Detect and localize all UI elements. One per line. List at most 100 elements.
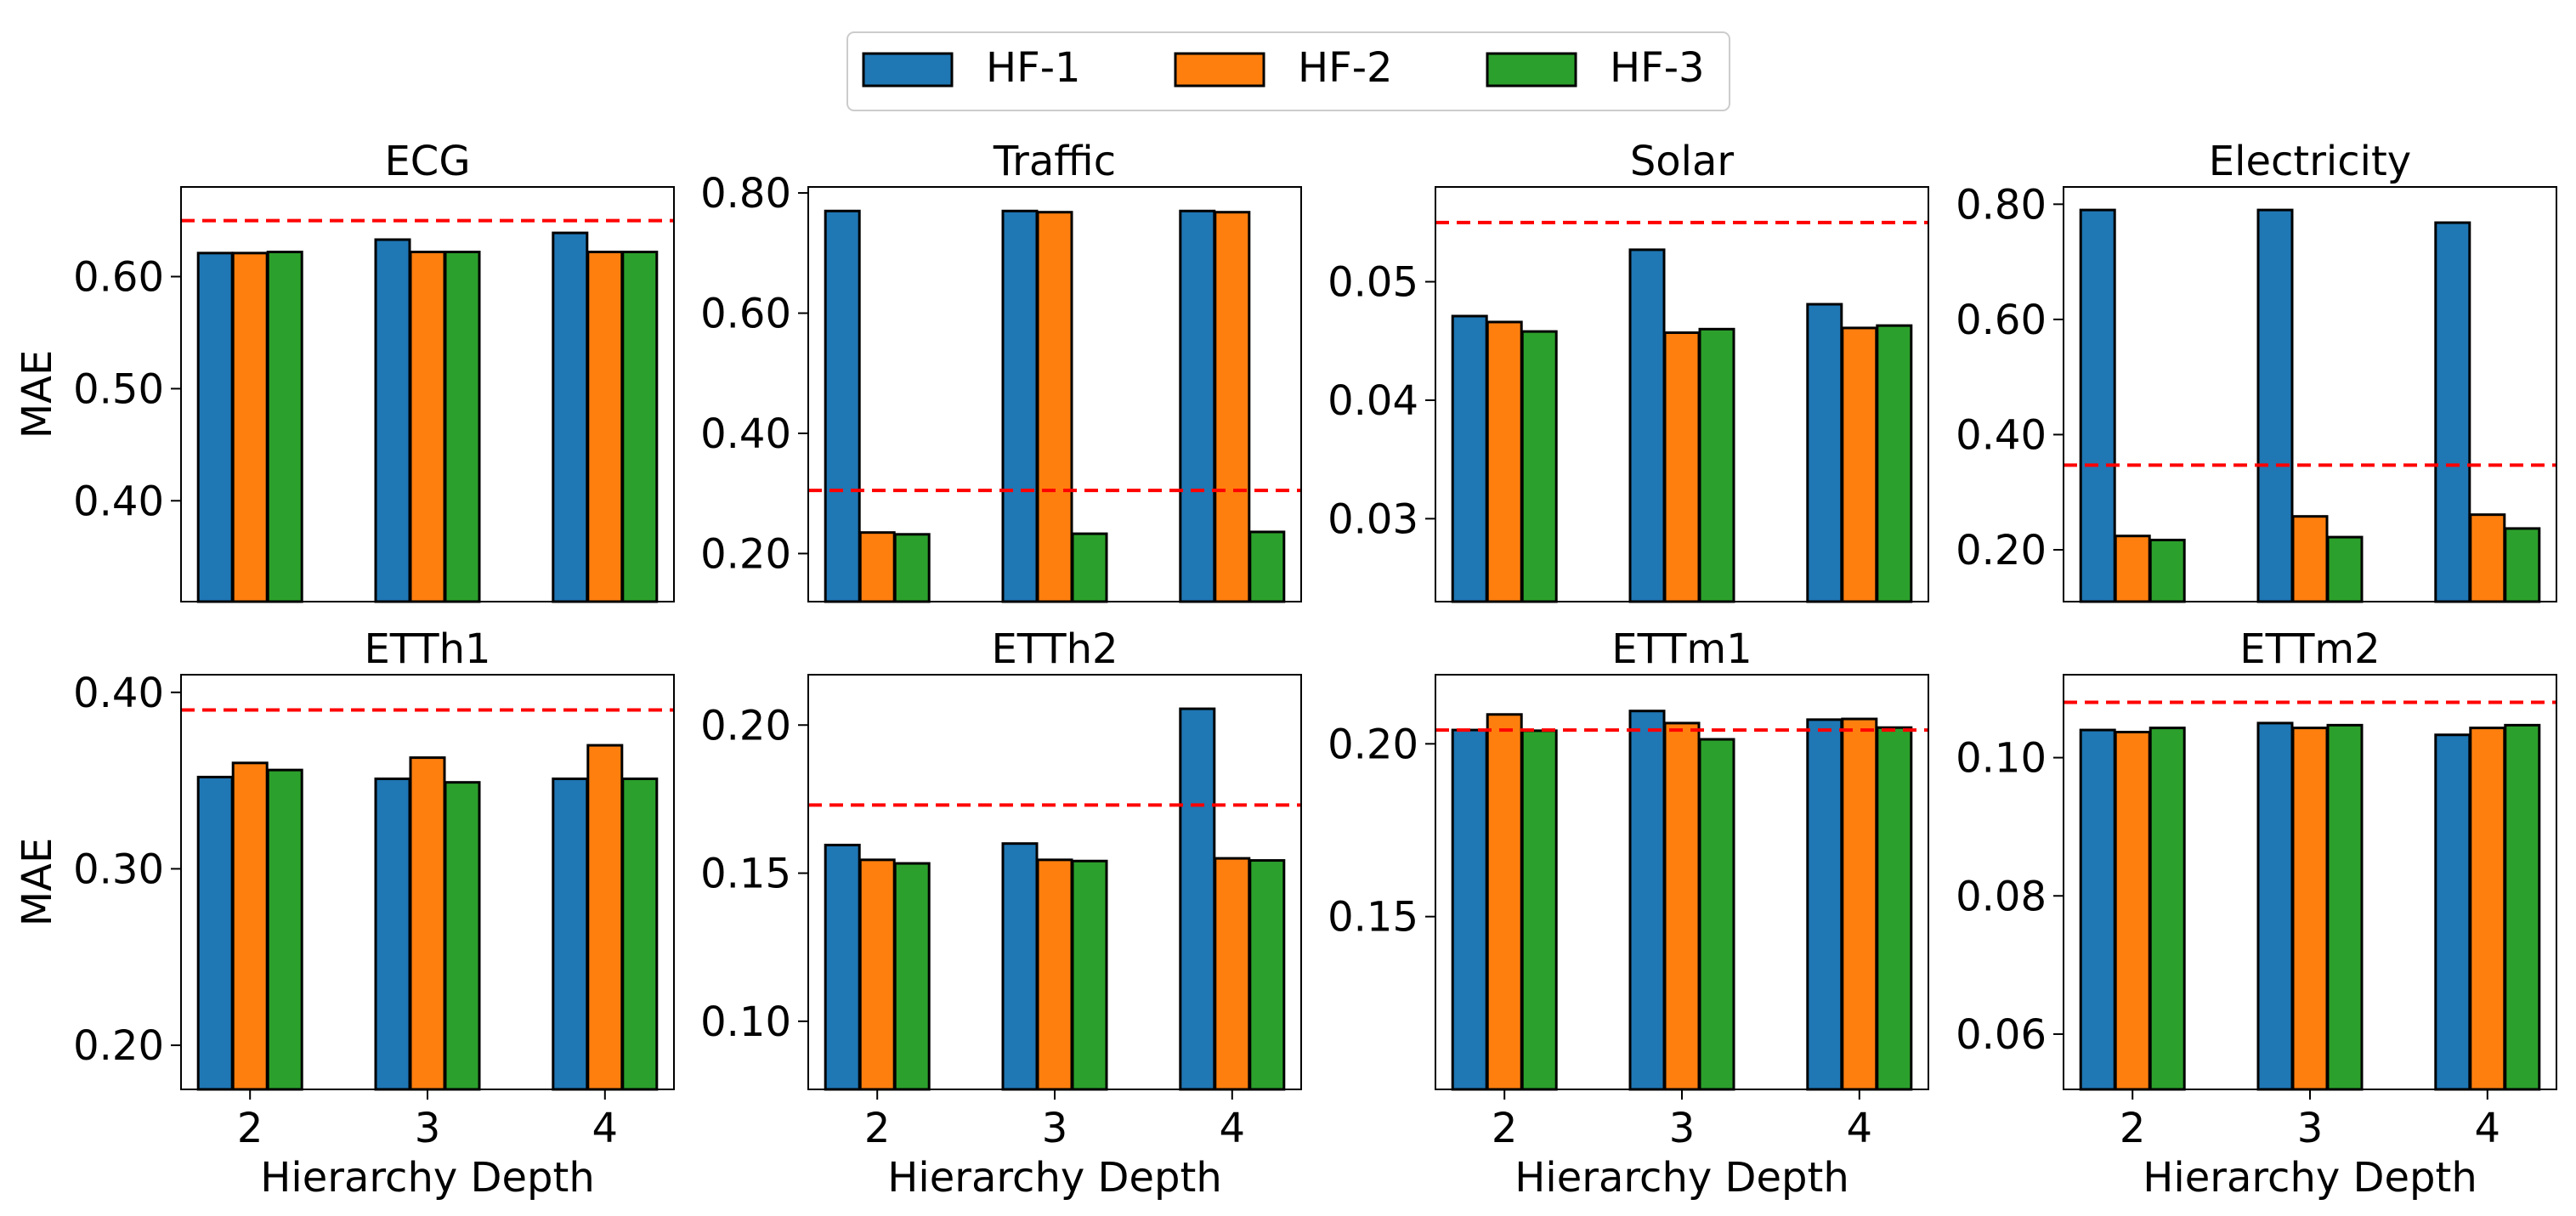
y-tick-label: 0.06 (1956, 1011, 2047, 1059)
bar-hf-3-depth-4 (1248, 530, 1286, 603)
bar-hf-3-depth-2 (1520, 330, 1558, 603)
bar-hf-3-depth-4 (1248, 859, 1286, 1091)
y-tick-label: 0.60 (73, 254, 164, 302)
x-tick-label: 2 (2120, 1105, 2146, 1152)
bar-hf-1-depth-4 (1179, 209, 1216, 603)
x-axis-label: Hierarchy Depth (1514, 1154, 1848, 1202)
bar-hf-1-depth-3 (1628, 710, 1666, 1091)
panel-title: Solar (1630, 138, 1735, 185)
y-tick-label: 0.10 (700, 998, 791, 1046)
bar-hf-2-depth-3 (1036, 858, 1073, 1091)
bar-hf-1-depth-3 (1001, 842, 1039, 1091)
bar-hf-3-depth-3 (2326, 723, 2364, 1091)
bar-hf-3-depth-3 (1071, 532, 1108, 603)
panel-title: ECG (384, 138, 470, 185)
legend-frame (846, 31, 1730, 111)
panel-traffic: Traffic 0.20 0.40 0.60 0.80 (700, 138, 1302, 603)
bar-hf-2-depth-3 (1663, 721, 1701, 1091)
bar-hf-2-depth-4 (2469, 513, 2506, 603)
bar-hf-3-depth-2 (893, 533, 931, 603)
bar-hf-1-depth-3 (374, 778, 411, 1091)
bar-hf-1-depth-3 (1001, 209, 1039, 603)
x-tick-label: 4 (1220, 1105, 1246, 1152)
bar-hf-1-depth-3 (2256, 721, 2294, 1091)
x-axis-label: Hierarchy Depth (887, 1154, 1221, 1202)
bar-hf-3-depth-2 (266, 768, 303, 1091)
bar-hf-1-depth-4 (1806, 303, 1843, 603)
y-tick-label: 0.60 (700, 291, 791, 338)
y-tick-label: 0.03 (1328, 495, 1418, 543)
bar-hf-3-depth-4 (2504, 723, 2541, 1091)
bar-hf-1-depth-3 (374, 238, 411, 603)
bar-hf-2-depth-2 (1486, 320, 1523, 603)
bar-hf-3-depth-4 (1876, 726, 1913, 1091)
bar-hf-3-depth-2 (1520, 729, 1558, 1091)
panels: ECG 0.40 0.50 0.60 MAE Traffic 0.20 0.40 0.60 0.8… (14, 138, 2557, 1202)
panel-title: ETTm2 (2239, 625, 2380, 673)
y-tick-label: 0.60 (1956, 297, 2047, 344)
bar-hf-3-depth-3 (444, 250, 481, 603)
y-tick-label: 0.10 (1956, 735, 2047, 783)
y-axis-label: MAE (14, 838, 61, 927)
x-tick-label: 3 (1669, 1105, 1696, 1152)
legend-swatch-hf-1 (862, 52, 954, 88)
bar-hf-2-depth-2 (231, 761, 269, 1091)
bar-hf-3-depth-2 (2149, 727, 2186, 1091)
bar-hf-3-depth-3 (2326, 535, 2364, 603)
bar-hf-1-depth-4 (2434, 221, 2471, 603)
bar-hf-3-depth-2 (893, 862, 931, 1091)
bar-hf-3-depth-3 (1071, 859, 1108, 1091)
panel-title: Traffic (993, 138, 1116, 185)
bar-hf-1-depth-2 (1451, 314, 1488, 603)
legend: HF-1 HF-2 HF-3 (846, 31, 1730, 111)
bar-hf-2-depth-4 (2469, 727, 2506, 1091)
y-tick-label: 0.20 (700, 702, 791, 749)
y-tick-label: 0.50 (73, 365, 164, 413)
bar-hf-2-depth-4 (586, 744, 624, 1091)
y-tick-label: 0.80 (700, 170, 791, 218)
y-tick-label: 0.15 (700, 851, 791, 898)
x-tick-label: 4 (2475, 1105, 2501, 1152)
plot-frame (807, 186, 1302, 602)
plot-frame (180, 186, 675, 602)
y-tick-label: 0.40 (73, 670, 164, 717)
y-tick-label: 0.40 (1956, 411, 2047, 459)
bar-hf-2-depth-2 (858, 531, 896, 603)
legend-label-hf-1: HF-1 (986, 44, 1081, 92)
plot-frame (2063, 186, 2557, 602)
y-tick-label: 0.40 (700, 410, 791, 458)
bar-hf-1-depth-2 (196, 775, 234, 1091)
bar-hf-2-depth-4 (1841, 326, 1878, 603)
y-axis-label: MAE (14, 350, 61, 439)
x-tick-label: 2 (237, 1105, 263, 1152)
y-tick-label: 0.20 (1328, 721, 1418, 768)
y-tick-label: 0.20 (73, 1022, 164, 1070)
y-tick-label: 0.80 (1956, 181, 2047, 229)
bar-hf-2-depth-3 (409, 756, 446, 1091)
bar-hf-3-depth-2 (266, 250, 303, 603)
x-tick-label: 2 (1492, 1105, 1518, 1152)
bar-hf-1-depth-4 (2434, 733, 2471, 1091)
y-tick-label: 0.04 (1328, 377, 1418, 425)
bar-hf-3-depth-2 (2149, 538, 2186, 603)
legend-swatch-hf-3 (1486, 52, 1577, 88)
bar-hf-2-depth-3 (2291, 515, 2329, 603)
bar-hf-2-depth-4 (1841, 717, 1878, 1091)
y-tick-label: 0.40 (73, 478, 164, 525)
y-tick-label: 0.20 (1956, 527, 2047, 574)
panel-title: ETTm1 (1611, 625, 1752, 673)
panel-ecg: ECG 0.40 0.50 0.60 MAE (14, 138, 675, 603)
y-tick-label: 0.15 (1328, 894, 1418, 942)
bar-hf-1-depth-3 (1628, 248, 1666, 603)
y-tick-label: 0.08 (1956, 873, 2047, 920)
y-tick-label: 0.05 (1328, 259, 1418, 307)
bar-hf-2-depth-3 (2291, 727, 2329, 1091)
legend-label-hf-2: HF-2 (1298, 44, 1393, 92)
x-tick-label: 3 (1042, 1105, 1068, 1152)
bar-hf-2-depth-2 (231, 252, 269, 603)
bar-hf-3-depth-4 (621, 778, 659, 1091)
